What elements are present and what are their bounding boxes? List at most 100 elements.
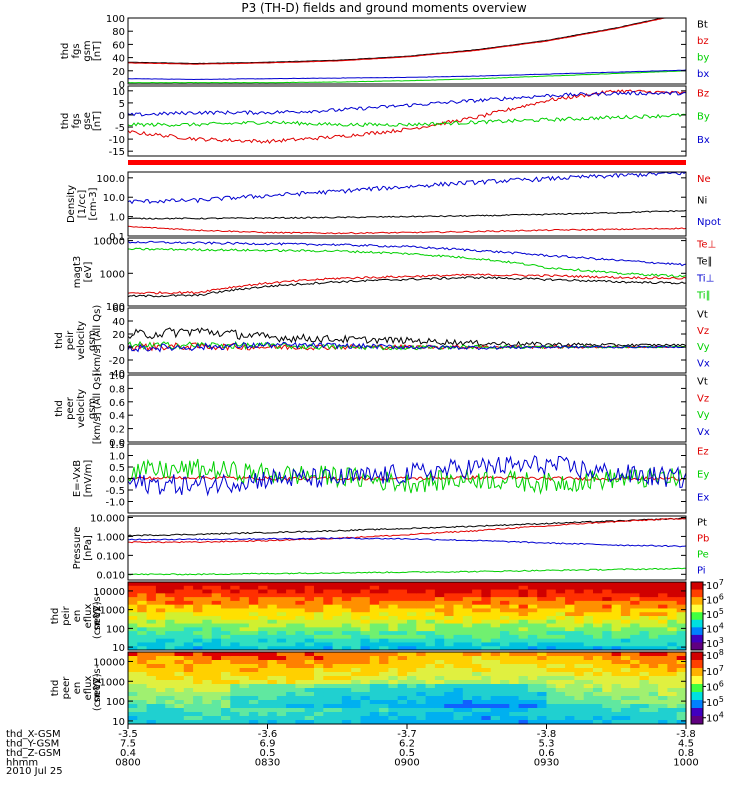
spectrogram-cell [481, 638, 492, 643]
spectrogram-cell [379, 623, 389, 628]
spectrogram-cell [453, 716, 464, 721]
spectrogram-cell [509, 660, 520, 665]
spectrogram-cell [314, 589, 324, 594]
spectrogram-cell [453, 692, 464, 697]
spectrogram-cell [546, 692, 557, 697]
spectrogram-cell [444, 619, 454, 625]
spectrogram-cell [676, 631, 687, 636]
spectrogram-cell [574, 684, 585, 689]
spectrogram-cell [546, 597, 557, 602]
spectrogram-cell [611, 585, 622, 591]
spectrogram-cell [360, 712, 371, 717]
spectrogram-cell [509, 688, 520, 693]
spectrogram-cell [574, 604, 585, 609]
spectrogram-cell [425, 672, 436, 677]
spectrogram-cell [295, 638, 306, 643]
spectrogram-cell [128, 634, 138, 640]
spectrogram-cell [416, 708, 427, 713]
spectrogram-cell [239, 664, 250, 669]
spectrogram-cell [462, 585, 473, 591]
spectrogram-cell [221, 676, 231, 681]
spectrogram-cell [630, 704, 640, 709]
spectrogram-cell [183, 692, 194, 697]
spectrogram-cell [351, 672, 361, 677]
spectrogram-cell [193, 600, 203, 606]
spectrogram-cell [239, 656, 250, 661]
spectrogram-cell [202, 680, 213, 685]
spectrogram-cell [434, 692, 445, 697]
spectrogram-cell [360, 608, 371, 613]
spectrogram-cell [388, 652, 399, 657]
spectrogram-cell [648, 612, 659, 617]
spectrogram-cell [602, 664, 613, 669]
spectrogram-cell [593, 700, 603, 705]
spectrogram-cell [128, 612, 138, 617]
spectrogram-cell [258, 704, 268, 709]
spectrogram-cell [128, 619, 138, 625]
spectrogram-cell [314, 608, 324, 613]
spectrogram-cell [295, 700, 306, 705]
ephemeris-value: -3.8 [676, 729, 696, 740]
spectrogram-cell [174, 668, 185, 673]
spectrogram-cell [676, 627, 687, 632]
spectrogram-cell [583, 720, 594, 725]
spectrogram-cell [211, 627, 222, 632]
spectrogram-cell [639, 720, 650, 725]
spectrogram-cell [602, 646, 613, 651]
spectrogram-cell [620, 656, 631, 661]
spectrogram-cell [658, 627, 668, 632]
spectrogram-cell [593, 704, 603, 709]
spectrogram-cell [527, 634, 538, 640]
spectrogram-cell [583, 656, 594, 661]
spectrogram-cell [537, 704, 547, 709]
spectrogram-cell [407, 676, 417, 681]
spectrogram-cell [602, 688, 613, 693]
spectrogram-cell [351, 704, 361, 709]
spectrogram-cell [509, 589, 520, 594]
spectrogram-cell [211, 712, 222, 717]
spectrogram-cell [174, 712, 185, 717]
y-tick-label: 1000 [100, 677, 125, 688]
spectrogram-cell [583, 708, 594, 713]
spectrogram-cell [341, 634, 352, 640]
spectrogram-cell [509, 593, 520, 598]
spectrogram-cell [276, 704, 287, 709]
spectrogram-cell [565, 593, 575, 598]
spectrogram-cell [379, 688, 389, 693]
spectrogram-cell [314, 600, 324, 606]
spectrogram-cell [500, 619, 510, 625]
spectrogram-cell [555, 720, 566, 725]
spectrogram-cell [630, 608, 640, 613]
spectrogram-cell [546, 600, 557, 606]
spectrogram-cell [165, 604, 175, 609]
legend-pi: Pi [697, 566, 706, 577]
spectrogram-cell [258, 692, 268, 697]
spectrogram-cell [155, 696, 166, 701]
spectrogram-cell [239, 672, 250, 677]
spectrogram-cell [648, 600, 659, 606]
spectrogram-cell [658, 712, 668, 717]
spectrogram-cell [258, 664, 268, 669]
spectrogram-cell [323, 638, 334, 643]
spectrogram-cell [248, 597, 259, 602]
spectrogram-cell [267, 623, 278, 628]
spectrogram-cell [648, 638, 659, 643]
y-tick-label: 1.0 [109, 452, 125, 463]
legend-vz: Vz [697, 326, 709, 337]
spectrogram-cell [453, 708, 464, 713]
spectrogram-cell [416, 582, 427, 587]
spectrogram-cell [248, 612, 259, 617]
spectrogram-cell [630, 616, 640, 621]
spectrogram-cell [462, 604, 473, 609]
spectrogram-cell [239, 585, 250, 591]
spectrogram-cell [453, 604, 464, 609]
spectrogram-cell [193, 612, 203, 617]
spectrogram-cell [602, 616, 613, 621]
panel-frame [127, 17, 687, 85]
spectrogram-cell [258, 638, 268, 643]
spectrogram-cell [304, 692, 315, 697]
y-tick-label: 0.100 [96, 551, 125, 562]
spectrogram-cell [462, 664, 473, 669]
spectrogram-cell [128, 692, 138, 697]
